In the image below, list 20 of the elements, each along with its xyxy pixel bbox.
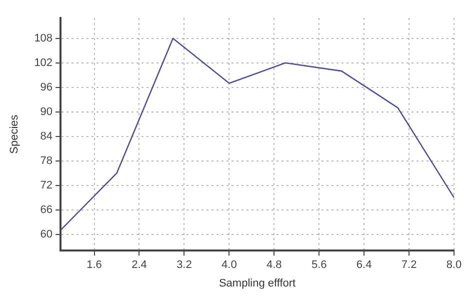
y-tick-label: 66 (40, 204, 53, 216)
y-tick-label: 78 (40, 154, 53, 167)
y-tick-label: 96 (40, 81, 53, 94)
y-tick-label: 108 (34, 32, 53, 44)
y-tick-label: 90 (40, 106, 53, 118)
y-tick-label: 84 (40, 130, 53, 142)
x-axis-title: Sampling efffort (218, 277, 296, 290)
x-tick-label: 1.6 (86, 259, 102, 272)
x-tick-label: 3.2 (176, 259, 192, 272)
x-tick-label: 8.0 (446, 259, 462, 272)
x-tick-label: 7.2 (401, 259, 417, 272)
x-tick-label: 4.0 (222, 259, 237, 272)
y-tick-label: 72 (40, 179, 53, 192)
x-tick-label: 2.4 (132, 259, 147, 272)
y-axis-title: Species (8, 114, 21, 154)
y-tick-label: 102 (34, 56, 53, 69)
x-tick-label: 5.6 (311, 259, 327, 272)
x-tick-label: 4.8 (266, 259, 282, 272)
x-tick-label: 6.4 (356, 259, 372, 272)
y-tick-label: 60 (40, 228, 53, 240)
